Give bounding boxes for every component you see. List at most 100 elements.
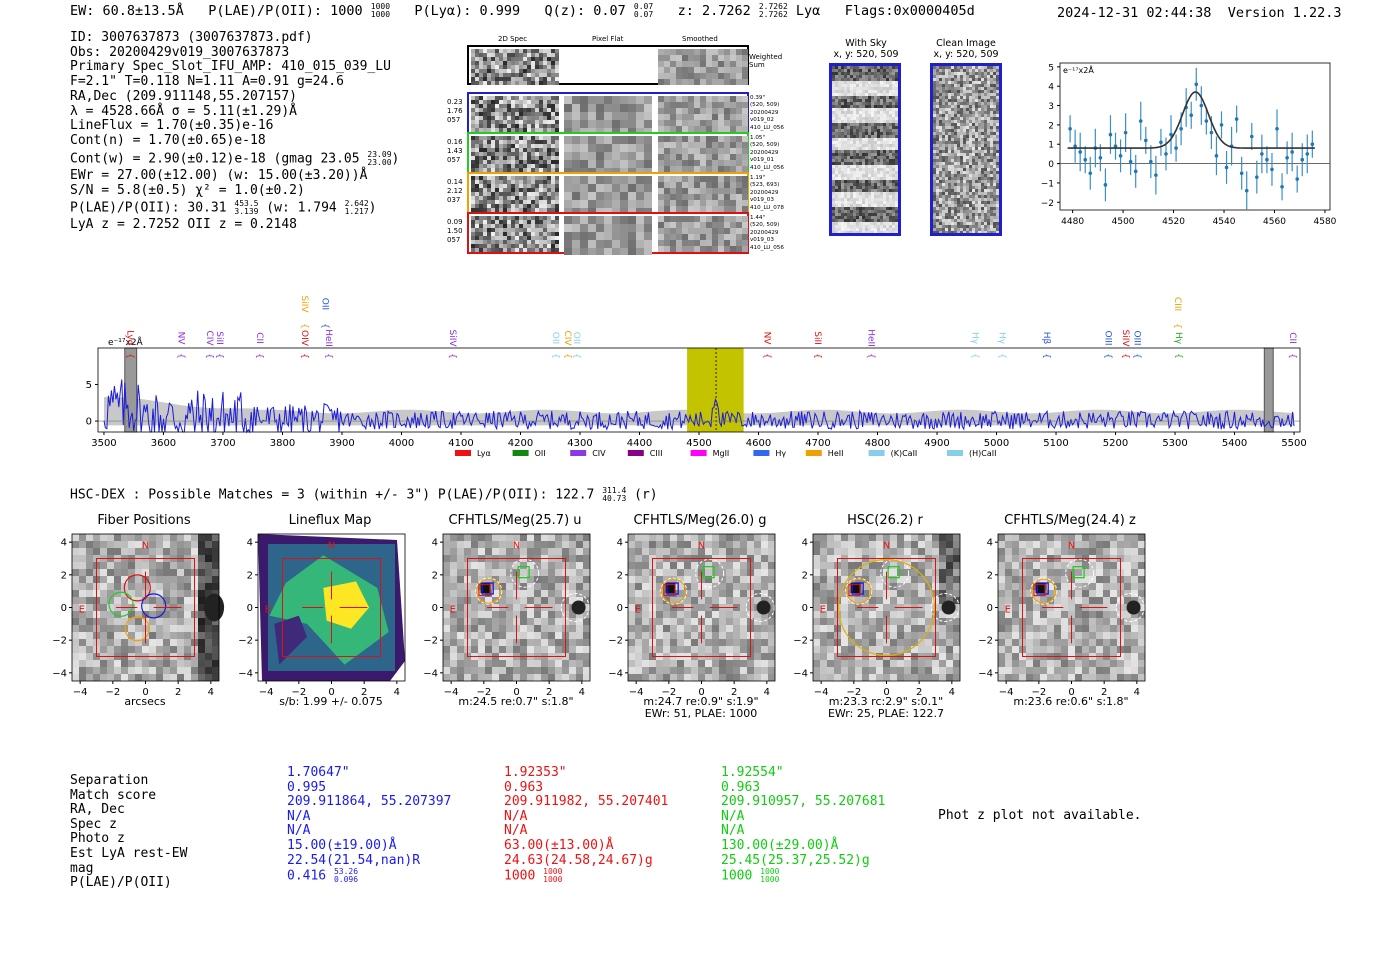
xtick-label: 4580 [1314,217,1337,227]
pixel [954,159,957,162]
pixel [471,204,475,208]
pixel [957,126,960,129]
pixel [736,228,742,234]
pixel [742,200,748,206]
legend-label: (K)CaII [891,449,918,458]
pixel [981,90,984,93]
pixel [491,116,495,120]
pixel [572,104,580,112]
pixel [966,129,969,132]
pixel [936,198,939,201]
pixel [547,61,551,65]
pixel [948,225,951,228]
pixel [984,99,987,102]
pixel [547,108,551,112]
pixel [483,248,487,252]
pixel [212,590,219,597]
pixel [475,144,479,148]
pixel [957,186,960,189]
pixel [527,144,531,148]
pixel [539,104,543,108]
pixel [499,108,503,112]
pixel [981,210,984,213]
pixel [847,174,850,177]
pixel [892,147,895,150]
pixel [503,232,507,236]
line-label-brace: { [254,353,264,359]
pixel [539,73,543,77]
pixel [880,132,883,135]
pixel [939,123,942,126]
pixel [519,164,523,168]
pixel [990,96,993,99]
pixel [886,90,889,93]
pixel [495,228,499,232]
pixel [936,180,939,183]
pixel [874,114,877,117]
pixel [832,150,835,153]
pixel [868,201,871,204]
pixel [86,597,93,604]
pixel [877,210,880,213]
pixel [700,240,706,246]
pixel [972,183,975,186]
pixel [100,625,107,632]
xtick-label: 4 [208,687,214,698]
pixel [742,166,748,172]
pixel [688,194,694,200]
pixel [844,189,847,192]
pixel [664,206,670,212]
pixel [838,144,841,147]
pixel [871,114,874,117]
pixel [205,639,212,646]
pixel [963,117,966,120]
pixel [515,176,519,180]
pixel [551,57,555,61]
pixel [889,72,892,75]
pixel [847,117,850,120]
pixel [515,196,519,200]
pixel [531,220,535,224]
pixel [688,108,694,114]
pixel [580,176,588,184]
pixel [604,96,612,104]
pixel [981,180,984,183]
pixel [960,69,963,72]
pixel [886,141,889,144]
pixel [838,84,841,87]
pixel [736,148,742,154]
pixel [895,189,898,192]
pixel [990,123,993,126]
pixel [939,189,942,192]
pixel [499,236,503,240]
pixel [969,168,972,171]
xtick-label: 4540 [1213,217,1236,227]
pixel [892,120,895,123]
info-contn: Cont(n) = 1.70(±0.65)e-18 [70,132,266,148]
pixel [612,176,620,184]
pixel [880,153,883,156]
pixel [841,153,844,156]
pixel [670,234,676,240]
pixel [543,73,547,77]
pixel [706,55,712,61]
pixel [676,240,682,246]
pixel [499,136,503,140]
pixel [993,69,996,72]
pixel [993,150,996,153]
pixel [841,231,844,234]
pixel [636,176,644,184]
pixel [951,222,954,225]
pixel [880,117,883,120]
pixel [883,117,886,120]
pixel [724,194,730,200]
pixel [975,222,978,225]
pixel [838,231,841,234]
pixel [535,124,539,128]
pixel [483,232,487,236]
pixel [883,132,886,135]
pixel [960,189,963,192]
pixel [572,224,580,232]
pixel [963,114,966,117]
